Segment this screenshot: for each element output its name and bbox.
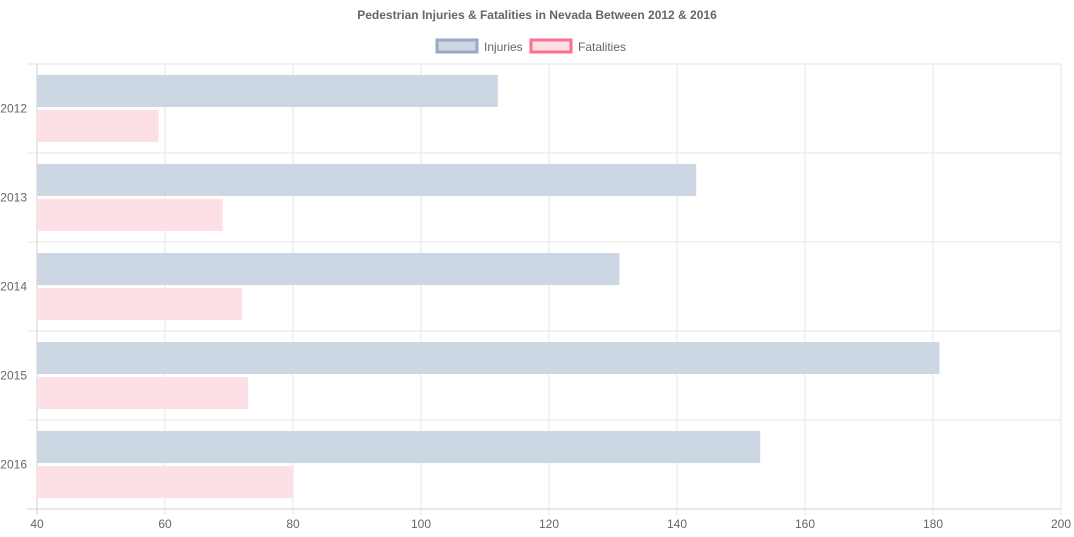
y-tick-label: 2016 [0, 458, 27, 472]
bar-injuries-2014[interactable] [37, 253, 620, 285]
bar-injuries-2012[interactable] [37, 75, 498, 107]
bar-fatalities-2016[interactable] [37, 466, 293, 498]
x-tick-label: 120 [539, 517, 559, 531]
bar-fatalities-2013[interactable] [37, 199, 223, 231]
y-tick-label: 2015 [0, 369, 27, 383]
x-tick-label: 60 [158, 517, 172, 531]
bar-injuries-2016[interactable] [37, 431, 761, 463]
x-tick-label: 180 [923, 517, 943, 531]
bar-fatalities-2015[interactable] [37, 377, 249, 409]
x-tick-label: 80 [286, 517, 300, 531]
x-tick-label: 140 [667, 517, 687, 531]
chart-title: Pedestrian Injuries & Fatalities in Neva… [357, 8, 717, 22]
legend-swatch-fatalities[interactable] [529, 38, 573, 54]
legend-swatch-injuries[interactable] [435, 38, 479, 54]
legend-label-injuries[interactable]: Injuries [484, 40, 523, 54]
y-tick-label: 2012 [0, 102, 27, 116]
bar-injuries-2015[interactable] [37, 342, 940, 374]
bar-fatalities-2012[interactable] [37, 110, 159, 142]
y-axis: 2012 2013 2014 2015 2016 [0, 102, 27, 472]
x-tick-label: 100 [411, 517, 431, 531]
x-axis: 40 60 80 100 120 140 160 180 200 [30, 517, 1071, 531]
bars [37, 75, 940, 498]
y-tick-label: 2014 [0, 280, 27, 294]
y-tick-label: 2013 [0, 191, 27, 205]
x-tick-label: 160 [795, 517, 815, 531]
x-tick-label: 200 [1051, 517, 1071, 531]
bar-fatalities-2014[interactable] [37, 288, 242, 320]
gridlines [27, 63, 1062, 515]
legend: Injuries Fatalities [435, 38, 626, 54]
legend-label-fatalities[interactable]: Fatalities [578, 40, 626, 54]
x-tick-label: 40 [30, 517, 44, 531]
bar-injuries-2013[interactable] [37, 164, 697, 196]
